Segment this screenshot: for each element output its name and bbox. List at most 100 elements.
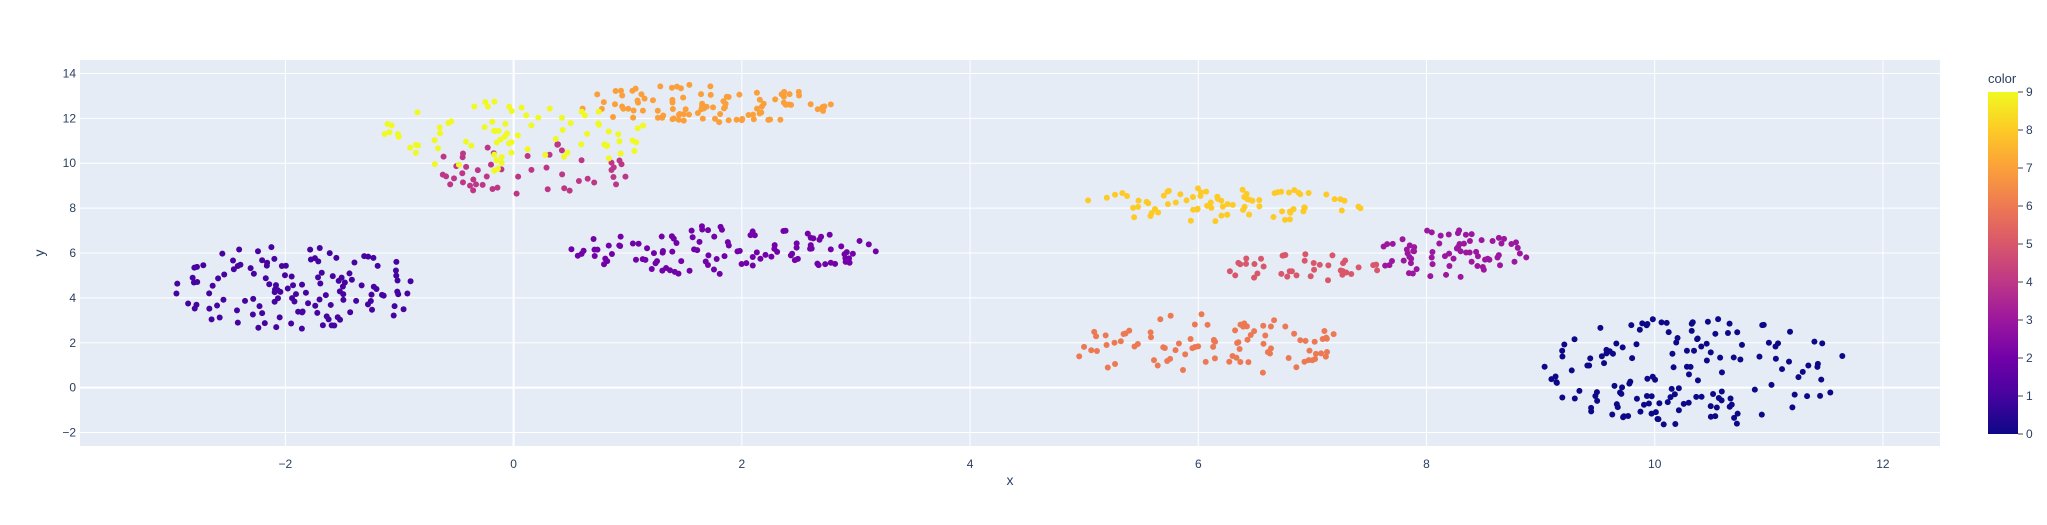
data-point (1287, 209, 1294, 216)
data-point (610, 174, 617, 181)
data-point (256, 303, 263, 310)
data-point (1441, 253, 1448, 260)
data-point (333, 254, 340, 261)
data-point (1130, 204, 1137, 211)
data-point (668, 84, 675, 91)
data-point (316, 244, 323, 251)
colorbar-gradient (1988, 92, 2018, 434)
data-point (568, 246, 575, 253)
data-point (1656, 400, 1663, 407)
data-point (584, 130, 591, 137)
data-point (234, 319, 241, 326)
data-point (481, 124, 488, 131)
data-point (1478, 237, 1485, 244)
data-point (339, 283, 346, 290)
data-point (208, 316, 215, 323)
data-point (1609, 411, 1616, 418)
data-point (1284, 273, 1291, 280)
data-point (1768, 381, 1775, 388)
data-point (1207, 199, 1214, 206)
data-point (1081, 343, 1088, 350)
data-point (725, 242, 732, 249)
data-point (1119, 190, 1126, 197)
data-point (1658, 319, 1665, 326)
data-point (705, 252, 712, 259)
data-point (1814, 360, 1821, 367)
data-point (292, 291, 299, 298)
data-point (669, 99, 676, 106)
data-point (1251, 261, 1258, 268)
data-point (266, 281, 273, 288)
data-point (1322, 353, 1329, 360)
data-point (1669, 350, 1676, 357)
data-point (1262, 332, 1269, 339)
data-point (1712, 413, 1719, 420)
data-point (616, 242, 623, 249)
data-point (1733, 420, 1740, 427)
data-point (625, 105, 632, 112)
data-point (1318, 350, 1325, 357)
data-point (1703, 357, 1710, 364)
data-point (1260, 263, 1267, 270)
data-point (1286, 216, 1293, 223)
data-point (698, 223, 705, 230)
data-point (361, 253, 368, 260)
data-point (435, 145, 442, 152)
data-point (663, 265, 670, 272)
data-point (233, 307, 240, 314)
data-point (673, 240, 680, 247)
data-point (250, 295, 257, 302)
data-point (214, 302, 221, 309)
data-point (380, 292, 387, 299)
data-point (497, 136, 504, 143)
data-point (634, 125, 641, 132)
data-point (493, 157, 500, 164)
data-point (554, 141, 561, 148)
data-point (629, 240, 636, 247)
data-point (1244, 336, 1251, 343)
data-point (1715, 395, 1722, 402)
data-point (1124, 193, 1131, 200)
data-point (284, 285, 291, 292)
data-point (1680, 400, 1687, 407)
data-point (1411, 244, 1418, 251)
data-point (370, 254, 377, 261)
data-point (460, 150, 467, 157)
data-point (1460, 240, 1467, 247)
data-point (696, 238, 703, 245)
data-point (1789, 404, 1796, 411)
data-point (738, 260, 745, 267)
data-point (716, 119, 723, 126)
data-point (1405, 270, 1412, 277)
data-point (1112, 361, 1119, 368)
data-point (1594, 397, 1601, 404)
data-point (1786, 358, 1793, 365)
data-point (282, 262, 289, 269)
data-point (1126, 327, 1133, 334)
data-point (1571, 395, 1578, 402)
data-point (1177, 191, 1184, 198)
data-point (431, 161, 438, 168)
data-point (463, 138, 470, 145)
data-point (1337, 196, 1344, 203)
data-point (602, 255, 609, 262)
data-point (1731, 414, 1738, 421)
data-point (1734, 410, 1741, 417)
data-point (1245, 359, 1252, 366)
data-point (440, 153, 447, 160)
data-point (721, 253, 728, 260)
data-point (1691, 347, 1698, 354)
data-point (542, 151, 549, 158)
data-point (1685, 371, 1692, 378)
data-point (340, 296, 347, 303)
data-point (822, 261, 829, 268)
data-point (736, 91, 743, 98)
data-point (274, 295, 281, 302)
data-point (1260, 322, 1267, 329)
data-point (1611, 382, 1618, 389)
data-point (1175, 340, 1182, 347)
data-point (1239, 186, 1246, 193)
data-point (743, 260, 750, 267)
data-point (590, 236, 597, 243)
data-point (335, 277, 342, 284)
